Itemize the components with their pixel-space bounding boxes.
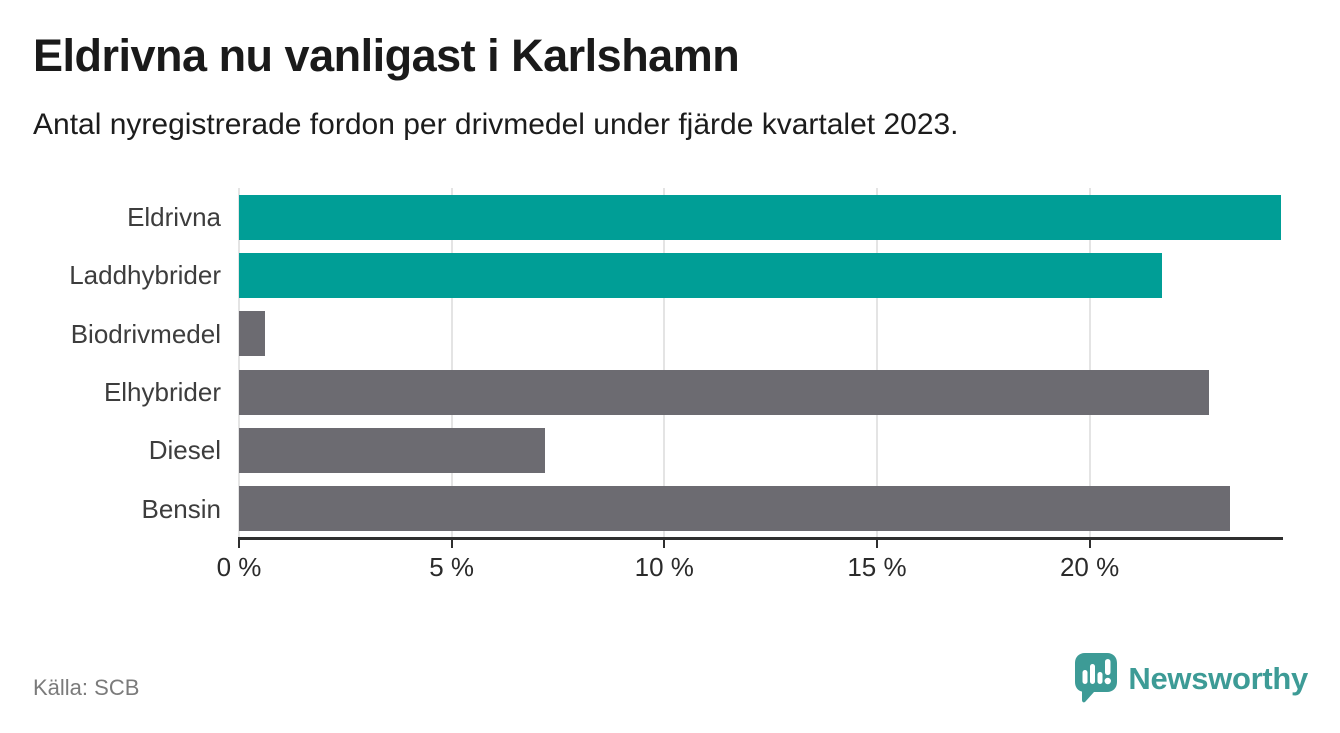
category-label: Elhybrider (103, 377, 221, 407)
bar (239, 486, 1230, 532)
category-axis: Eldrivna Laddhybrider Biodrivmedel Elhybrid… (0, 188, 221, 538)
bar (239, 428, 546, 473)
x-tick (1088, 539, 1091, 548)
plot-area: 0 % 5 % 10 % 15 % 20 % (217, 188, 1283, 582)
bar (239, 311, 265, 357)
category-label: Bensin (141, 493, 222, 524)
x-tick (450, 539, 453, 548)
x-tick-label: 15 % (847, 552, 907, 582)
x-axis-line (238, 537, 1283, 540)
x-tick-label: 20 % (1059, 552, 1120, 582)
category-label: Eldrivna (127, 202, 221, 232)
bar (239, 194, 1281, 240)
source-label: Källa: SCB (33, 675, 140, 700)
x-tick-label: 10 % (634, 552, 694, 582)
newsworthy-logo-icon (1075, 653, 1118, 703)
x-tick-label: 0 % (216, 552, 262, 582)
brand: Newsworthy (1074, 652, 1308, 705)
grid-line (1088, 188, 1091, 538)
x-tick (238, 539, 240, 548)
category-label: Biodrivmedel (70, 318, 221, 349)
x-tick (875, 539, 878, 548)
x-tick (663, 539, 666, 548)
grid-line (450, 188, 453, 538)
chart-subtitle: Antal nyregistrerade fordon per drivmede… (33, 108, 959, 141)
bar (239, 369, 1209, 415)
grid-line (238, 188, 240, 538)
bar (239, 253, 1162, 298)
grid-line (663, 188, 666, 538)
category-label: Diesel (148, 435, 221, 466)
x-tick-label: 5 % (429, 552, 475, 582)
brand-name: Newsworthy (1128, 660, 1308, 696)
category-label: Laddhybrider (69, 260, 221, 291)
chart-title: Eldrivna nu vanligast i Karlshamn (33, 30, 740, 81)
grid-line (875, 188, 878, 538)
